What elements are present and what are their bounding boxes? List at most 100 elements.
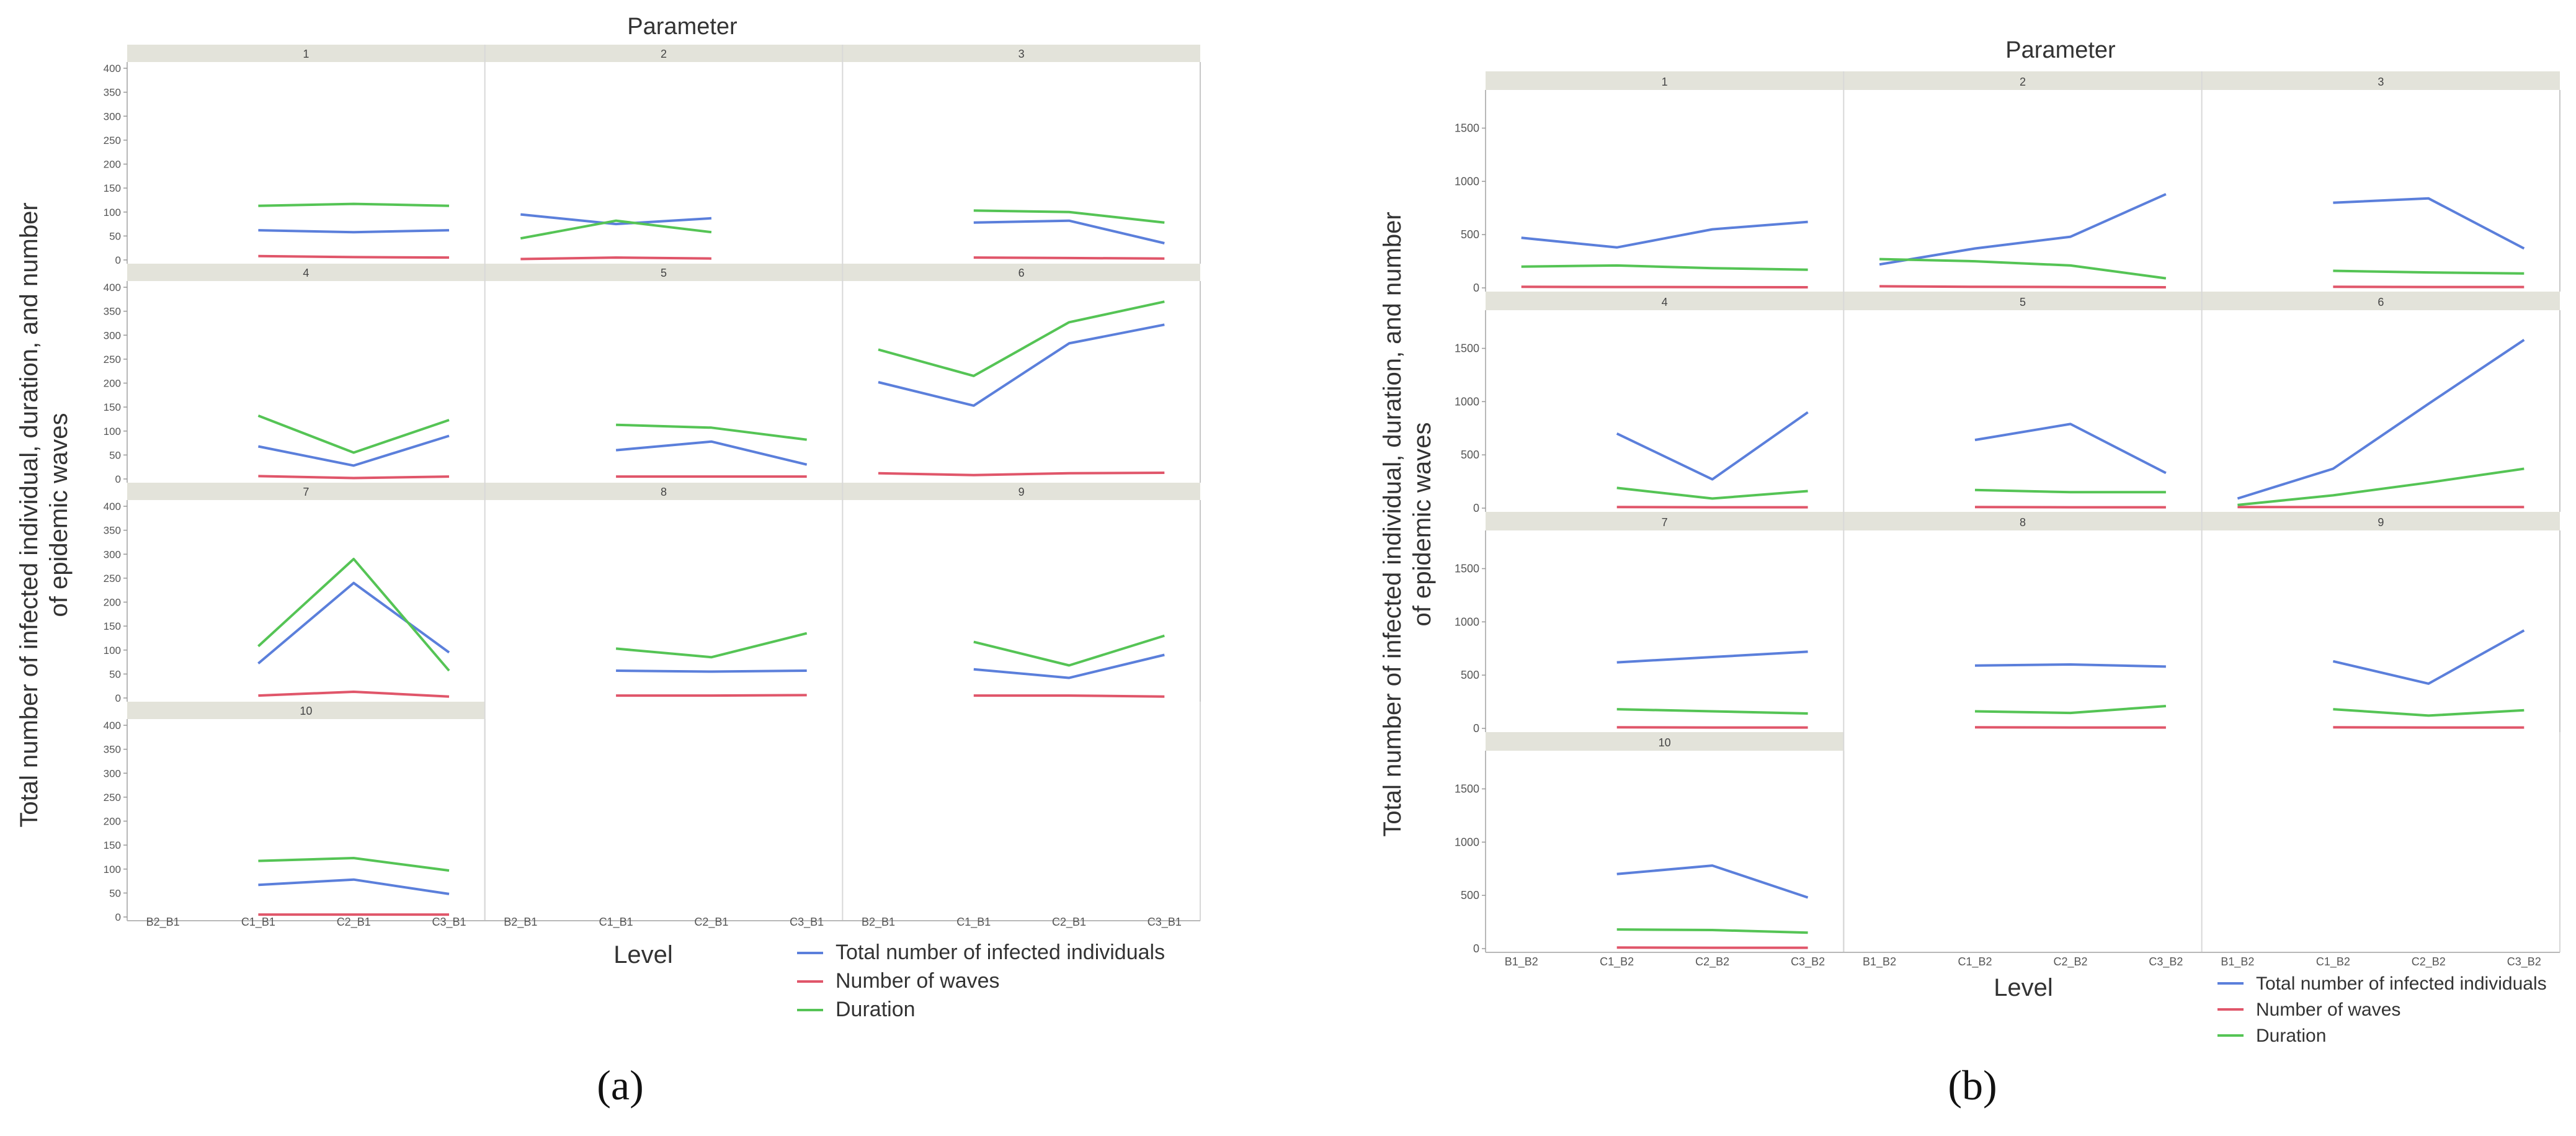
legend-label: Duration: [836, 998, 916, 1021]
y-tick-label: 300: [104, 767, 121, 779]
y-tick-label: 350: [104, 306, 121, 318]
x-tick-label: B1_B2: [2221, 955, 2254, 968]
series-duration-line: [1879, 259, 2166, 279]
facet-label: 5: [661, 267, 667, 279]
legend-label: Number of waves: [2256, 1000, 2400, 1020]
chart-title: Parameter: [627, 14, 738, 40]
y-tick-label: 500: [1461, 449, 1479, 461]
series-infected-line: [974, 221, 1165, 243]
x-tick-label: B2_B1: [504, 916, 537, 929]
series-infected-line: [1879, 194, 2166, 264]
facet-9: 9: [2202, 512, 2560, 728]
facet-3: 3: [2202, 71, 2560, 287]
y-tick-label: 250: [104, 573, 121, 584]
facet-label: 9: [2378, 516, 2384, 529]
y-tick-label: 1500: [1455, 563, 1479, 575]
x-tick-label: C3_B2: [1791, 955, 1825, 968]
y-tick-label: 200: [104, 159, 121, 171]
x-tick-label: C1_B2: [1600, 955, 1634, 968]
facet-label: 3: [2378, 76, 2384, 88]
facet-1: 1: [127, 45, 485, 257]
x-tick-label: C3_B1: [432, 916, 466, 929]
y-tick-label: 500: [1461, 889, 1479, 901]
x-axis-label: Level: [1994, 974, 2053, 1001]
series-infected-line: [1975, 424, 2166, 473]
y-axis-label: of epidemic waves: [1409, 422, 1436, 626]
series-duration-line: [1617, 488, 1808, 498]
y-tick-label: 100: [104, 645, 121, 656]
x-axis-label: Level: [613, 941, 673, 968]
facet-7: 7: [1486, 512, 1843, 728]
series-infected-line: [1617, 651, 1808, 662]
x-tick-label: C3_B1: [790, 916, 824, 929]
facet-2: 2: [1843, 71, 2201, 287]
facet-6: 6: [842, 264, 1200, 475]
legend-label: Number of waves: [836, 969, 1000, 993]
series-duration-line: [2333, 271, 2524, 274]
facet-label: 8: [2020, 516, 2026, 529]
y-tick-label: 0: [1473, 282, 1479, 294]
facet-5: 5: [1843, 292, 2201, 508]
chart-a: Parameter Total number of infected indivi…: [16, 14, 1200, 1021]
caption-b: (b): [1910, 1061, 2035, 1110]
facet-8: 8: [485, 483, 843, 695]
legend-label: Total number of infected individuals: [836, 941, 1165, 964]
y-tick-label: 150: [104, 620, 121, 632]
facet-label: 6: [1018, 267, 1025, 279]
series-duration-line: [616, 633, 807, 658]
y-tick-label: 350: [104, 744, 121, 756]
series-duration-line: [1975, 706, 2166, 713]
facet-7: 7: [127, 483, 485, 697]
facet-label: 10: [300, 705, 312, 717]
y-tick-label: 350: [104, 87, 121, 99]
y-tick-label: 1000: [1455, 615, 1479, 628]
x-tick-label: B1_B2: [1863, 955, 1896, 968]
x-tick-label: B2_B1: [862, 916, 895, 929]
x-tick-label: C2_B2: [2053, 955, 2087, 968]
x-tick-label: C2_B2: [2412, 955, 2446, 968]
series-waves-line: [1879, 286, 2166, 287]
series-waves-line: [258, 692, 449, 697]
series-infected-line: [878, 324, 1164, 406]
y-tick-label: 0: [115, 692, 121, 704]
facet-10: 10: [1486, 732, 1843, 948]
y-tick-label: 400: [104, 63, 121, 74]
series-infected-line: [1617, 413, 1808, 480]
series-waves-line: [878, 473, 1164, 475]
series-waves-line: [258, 256, 449, 257]
facet-label: 2: [2020, 76, 2026, 88]
facet-5: 5: [485, 264, 843, 476]
series-infected-line: [616, 442, 807, 465]
facet-label: 10: [1659, 736, 1671, 749]
y-axis-label: Total number of infected individual, dur…: [1379, 212, 1406, 836]
y-tick-label: 300: [104, 329, 121, 341]
series-waves-line: [974, 257, 1165, 259]
facet-4: 4: [127, 264, 485, 478]
series-duration-line: [258, 858, 449, 870]
y-tick-label: 150: [104, 839, 121, 851]
y-tick-label: 100: [104, 426, 121, 437]
facet-label: 1: [1662, 76, 1668, 88]
series-infected-line: [1617, 865, 1808, 898]
x-tick-label: C1_B2: [2316, 955, 2350, 968]
facet-label: 1: [303, 48, 309, 60]
series-duration-line: [1522, 266, 1808, 270]
series-infected-line: [2333, 630, 2524, 684]
y-tick-label: 150: [104, 401, 121, 413]
series-infected-line: [258, 436, 449, 466]
chart-title: Parameter: [2005, 37, 2116, 63]
x-tick-label: C2_B1: [694, 916, 728, 929]
series-infected-line: [1522, 222, 1808, 248]
x-tick-label: C1_B1: [599, 916, 633, 929]
facet-4: 4: [1486, 292, 1843, 508]
series-duration-line: [2333, 709, 2524, 715]
y-tick-label: 50: [109, 887, 121, 899]
facet-10: 10: [127, 702, 485, 915]
series-infected-line: [616, 671, 807, 672]
legend-label: Total number of infected individuals: [2256, 973, 2547, 994]
series-infected-line: [2333, 199, 2524, 249]
facet-2: 2: [485, 45, 843, 259]
y-tick-label: 500: [1461, 669, 1479, 681]
y-tick-label: 250: [104, 792, 121, 803]
